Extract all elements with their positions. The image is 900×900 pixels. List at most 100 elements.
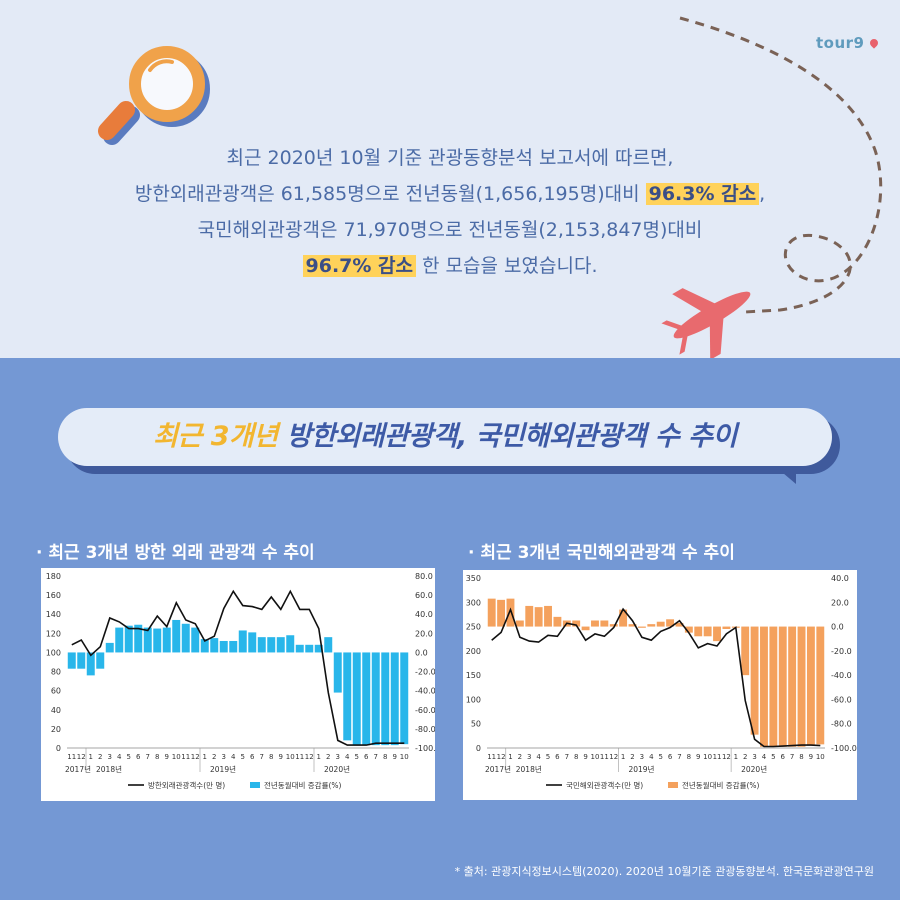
- month-label: 3: [336, 753, 340, 761]
- rate-bar: [124, 625, 133, 653]
- rate-bar: [162, 627, 171, 653]
- flight-path: [679, 16, 883, 314]
- month-label: 8: [687, 753, 691, 761]
- month-label: 11: [487, 753, 496, 761]
- month-label: 4: [117, 753, 122, 761]
- month-label: 3: [527, 753, 531, 761]
- month-label: 7: [146, 753, 150, 761]
- rate-bar: [806, 626, 815, 746]
- rate-bar: [788, 626, 797, 747]
- rate-bar: [722, 626, 731, 629]
- right-tick-label: -100.0: [831, 744, 857, 753]
- year-label: 2020년: [324, 764, 350, 774]
- summary-line-1: 최근 2020년 10월 기준 관광동향분석 보고서에 따르면,: [226, 147, 674, 169]
- banner-title-highlight: 최근 3개년: [153, 421, 278, 452]
- month-label: 1: [317, 753, 321, 761]
- legend-bar-label: 전년동월대비 증감률(%): [264, 780, 342, 790]
- month-label: 6: [364, 753, 369, 761]
- rate-bar: [515, 620, 524, 627]
- rate-bar: [656, 621, 665, 627]
- rate-bar: [581, 626, 590, 631]
- month-label: 12: [191, 753, 200, 761]
- month-label: 7: [565, 753, 569, 761]
- month-label: 9: [696, 753, 700, 761]
- visitor-count-line: [491, 607, 821, 748]
- left-tick-label: 140: [46, 610, 61, 619]
- legend-bar-label: 전년동월대비 증감률(%): [682, 780, 760, 790]
- month-label: 4: [649, 753, 654, 761]
- month-label: 6: [781, 753, 786, 761]
- summary-line-2-comma: ,: [759, 183, 766, 205]
- month-label: 6: [250, 753, 255, 761]
- month-label: 9: [279, 753, 283, 761]
- rate-bar: [343, 652, 352, 741]
- month-label: 11: [67, 753, 76, 761]
- source-note: * 출처: 관광지식정보시스템(2020). 2020년 10월기준 관광동향분…: [454, 865, 874, 878]
- month-label: 8: [799, 753, 803, 761]
- left-tick-label: 60: [51, 687, 61, 696]
- month-label: 8: [269, 753, 273, 761]
- rate-bar: [684, 626, 693, 633]
- brand-logo: tour9: [816, 34, 865, 52]
- rate-bar: [703, 626, 712, 637]
- rate-bar: [181, 623, 190, 653]
- rate-bar: [362, 652, 371, 746]
- month-label: 5: [658, 753, 662, 761]
- month-label: 9: [809, 753, 813, 761]
- inbound-decline-highlight: 96.3% 감소: [645, 183, 760, 205]
- month-label: 9: [165, 753, 169, 761]
- intro-section: tour9 최근 2020년 10월 기준 관광동향분석 보고서에 따르면, 방…: [0, 0, 900, 358]
- outbound-decline-highlight: 96.7% 감소: [302, 255, 416, 277]
- summary-line-2: 방한외래관광객은 61,585명으로 전년동월(1,656,195명)대비 96…: [40, 176, 860, 212]
- rate-bar: [609, 624, 618, 627]
- rate-bar: [200, 639, 209, 653]
- rate-bar: [647, 624, 656, 627]
- left-tick-label: 20: [51, 725, 61, 734]
- left-tick-label: 350: [466, 574, 481, 583]
- inbound-chart-panel: 0 20 40 60 80 100 120 140 160 180 80.0 60.0 40.0 20.0…: [41, 568, 441, 801]
- right-tick-label: 40.0: [831, 574, 849, 583]
- left-tick-label: 300: [466, 598, 481, 607]
- month-label: 7: [260, 753, 264, 761]
- magnifier-icon: [98, 46, 210, 145]
- month-label: 3: [108, 753, 112, 761]
- year-label: 2017년: [485, 764, 511, 774]
- rate-bar: [816, 626, 825, 745]
- right-tick-label: 0.0: [415, 648, 428, 657]
- month-label: 11: [181, 753, 190, 761]
- rate-bar: [694, 626, 703, 637]
- month-label: 2: [212, 753, 216, 761]
- rate-bar: [371, 652, 380, 746]
- outbound-chart: 0 50 100 150 200 250 300 350 40.0 20.0 0.0 -20.0 -40…: [466, 574, 857, 790]
- right-tick-label: 20.0: [415, 629, 433, 638]
- rate-bar: [77, 652, 86, 669]
- year-label: 2018년: [516, 764, 542, 774]
- rate-bar: [666, 619, 675, 627]
- rate-bar: [191, 627, 200, 653]
- rate-bar: [295, 644, 304, 653]
- year-label: 2019년: [628, 764, 654, 774]
- month-label: 9: [393, 753, 397, 761]
- month-label: 4: [231, 753, 236, 761]
- month-label: 5: [771, 753, 775, 761]
- left-tick-label: 250: [466, 623, 481, 632]
- decoration-layer: [98, 16, 883, 358]
- month-label: 5: [355, 753, 359, 761]
- rate-bar: [115, 627, 124, 653]
- right-tick-label: -40.0: [415, 687, 435, 696]
- month-label: 7: [790, 753, 794, 761]
- right-tick-label: 40.0: [415, 610, 433, 619]
- left-tick-label: 100: [466, 695, 481, 704]
- rate-bar: [769, 626, 778, 747]
- rate-bar: [553, 616, 562, 627]
- rate-bar: [713, 626, 721, 642]
- year-label: 2017년: [65, 764, 91, 774]
- legend-line-label: 국민해외관광객수(만 명): [566, 780, 643, 790]
- rate-bar: [600, 620, 609, 627]
- month-label: 1: [203, 753, 207, 761]
- banner-pill: [58, 408, 832, 466]
- rate-bar: [248, 632, 257, 653]
- rate-bar: [238, 630, 247, 653]
- month-label: 7: [374, 753, 378, 761]
- left-tick-label: 0: [476, 744, 481, 753]
